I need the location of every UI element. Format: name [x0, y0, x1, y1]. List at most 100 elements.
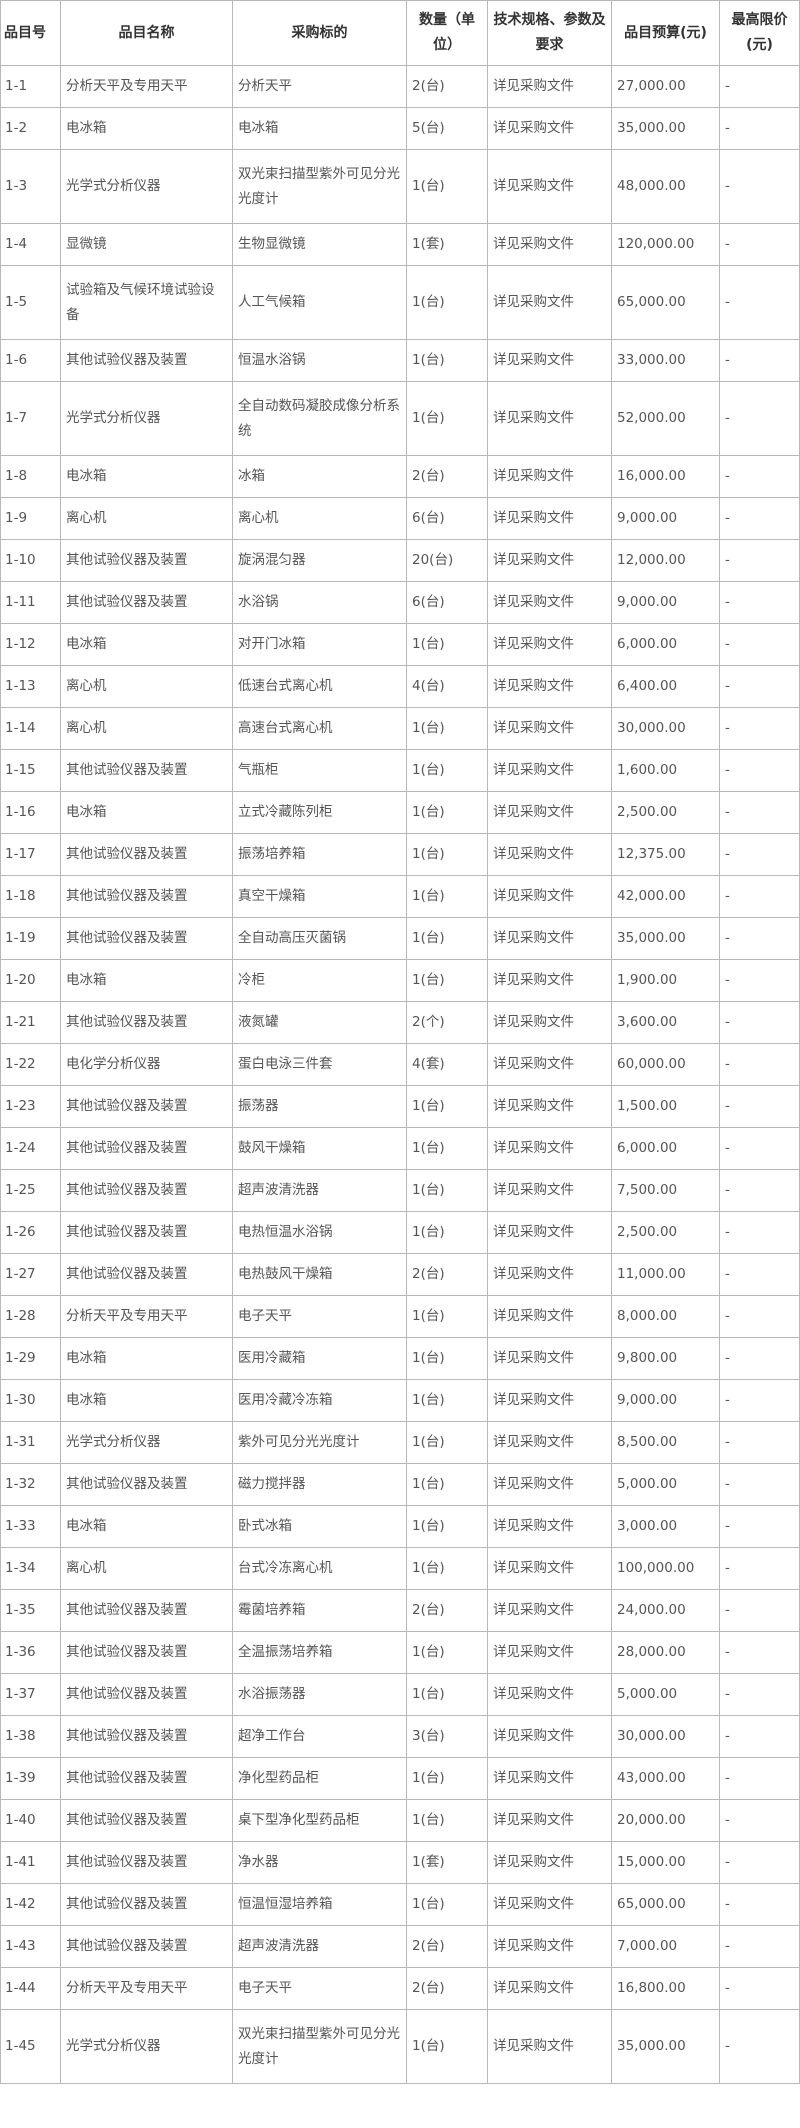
- table-row: 1-16 电冰箱 立式冷藏陈列柜 1(台) 详见采购文件 2,500.00-: [0, 791, 800, 834]
- cell-budget: 12,375.00: [611, 833, 720, 876]
- cell-quantity: 1(台): [406, 339, 488, 382]
- cell-budget: 3,000.00: [611, 1505, 720, 1548]
- cell-item-no: 1-1: [0, 65, 61, 108]
- cell-quantity: 6(台): [406, 581, 488, 624]
- table-row: 1-34 离心机 台式冷冻离心机 1(台) 详见采购文件 100,000.00-: [0, 1547, 800, 1590]
- cell-max-price: -: [719, 107, 800, 150]
- cell-max-price: -: [719, 833, 800, 876]
- cell-procurement-target: 恒温水浴锅: [232, 339, 407, 382]
- cell-max-price: -: [719, 65, 800, 108]
- cell-quantity: 1(套): [406, 223, 488, 266]
- cell-max-price: -: [719, 1673, 800, 1716]
- cell-item-name: 其他试验仪器及装置: [60, 339, 233, 382]
- cell-quantity: 1(台): [406, 381, 488, 456]
- cell-specs: 详见采购文件: [487, 1421, 612, 1464]
- cell-budget: 15,000.00: [611, 1841, 720, 1884]
- cell-quantity: 1(台): [406, 2009, 488, 2084]
- cell-max-price: -: [719, 539, 800, 582]
- cell-specs: 详见采购文件: [487, 1799, 612, 1842]
- cell-specs: 详见采购文件: [487, 1715, 612, 1758]
- cell-procurement-target: 霉菌培养箱: [232, 1589, 407, 1632]
- cell-procurement-target: 全自动高压灭菌锅: [232, 917, 407, 960]
- cell-specs: 详见采购文件: [487, 223, 612, 266]
- cell-item-no: 1-30: [0, 1379, 61, 1422]
- cell-budget: 28,000.00: [611, 1631, 720, 1674]
- cell-specs: 详见采购文件: [487, 917, 612, 960]
- cell-specs: 详见采购文件: [487, 1127, 612, 1170]
- cell-procurement-target: 超声波清洗器: [232, 1925, 407, 1968]
- cell-item-name: 电冰箱: [60, 1379, 233, 1422]
- cell-item-no: 1-17: [0, 833, 61, 876]
- cell-item-name: 其他试验仪器及装置: [60, 1127, 233, 1170]
- table-row: 1-41 其他试验仪器及装置 净水器 1(套) 详见采购文件 15,000.00-: [0, 1841, 800, 1884]
- cell-budget: 52,000.00: [611, 381, 720, 456]
- cell-item-name: 其他试验仪器及装置: [60, 1757, 233, 1800]
- cell-budget: 35,000.00: [611, 917, 720, 960]
- cell-budget: 7,500.00: [611, 1169, 720, 1212]
- cell-specs: 详见采购文件: [487, 265, 612, 340]
- header-item-no: 品目号: [0, 0, 61, 66]
- cell-max-price: -: [719, 749, 800, 792]
- cell-specs: 详见采购文件: [487, 381, 612, 456]
- header-specs: 技术规格、参数及要求: [487, 0, 612, 66]
- cell-budget: 9,000.00: [611, 581, 720, 624]
- table-row: 1-9 离心机 离心机 6(台) 详见采购文件 9,000.00-: [0, 497, 800, 540]
- cell-item-no: 1-45: [0, 2009, 61, 2084]
- cell-item-no: 1-28: [0, 1295, 61, 1338]
- cell-quantity: 1(台): [406, 1757, 488, 1800]
- cell-procurement-target: 低速台式离心机: [232, 665, 407, 708]
- cell-max-price: -: [719, 1925, 800, 1968]
- cell-specs: 详见采购文件: [487, 539, 612, 582]
- cell-procurement-target: 紫外可见分光光度计: [232, 1421, 407, 1464]
- cell-max-price: -: [719, 1967, 800, 2010]
- cell-budget: 20,000.00: [611, 1799, 720, 1842]
- cell-item-name: 光学式分析仪器: [60, 149, 233, 224]
- cell-quantity: 1(台): [406, 1547, 488, 1590]
- cell-budget: 11,000.00: [611, 1253, 720, 1296]
- cell-procurement-target: 电子天平: [232, 1967, 407, 2010]
- cell-item-name: 其他试验仪器及装置: [60, 917, 233, 960]
- cell-item-name: 电冰箱: [60, 959, 233, 1002]
- cell-quantity: 1(台): [406, 1631, 488, 1674]
- cell-item-name: 其他试验仪器及装置: [60, 833, 233, 876]
- cell-budget: 2,500.00: [611, 791, 720, 834]
- cell-quantity: 1(台): [406, 1421, 488, 1464]
- cell-budget: 30,000.00: [611, 1715, 720, 1758]
- header-item-name: 品目名称: [60, 0, 233, 66]
- cell-max-price: -: [719, 1295, 800, 1338]
- cell-quantity: 2(台): [406, 1925, 488, 1968]
- table-row: 1-37 其他试验仪器及装置 水浴振荡器 1(台) 详见采购文件 5,000.00-: [0, 1673, 800, 1716]
- cell-max-price: -: [719, 223, 800, 266]
- table-row: 1-8 电冰箱 冰箱 2(台) 详见采购文件 16,000.00-: [0, 455, 800, 498]
- cell-specs: 详见采购文件: [487, 1631, 612, 1674]
- cell-max-price: -: [719, 497, 800, 540]
- cell-item-name: 其他试验仪器及装置: [60, 1463, 233, 1506]
- cell-max-price: -: [719, 1841, 800, 1884]
- cell-quantity: 1(台): [406, 265, 488, 340]
- cell-item-no: 1-22: [0, 1043, 61, 1086]
- cell-specs: 详见采购文件: [487, 833, 612, 876]
- cell-quantity: 1(台): [406, 1379, 488, 1422]
- cell-max-price: -: [719, 1757, 800, 1800]
- cell-procurement-target: 医用冷藏冷冻箱: [232, 1379, 407, 1422]
- header-quantity: 数量（单位）: [406, 0, 488, 66]
- cell-specs: 详见采购文件: [487, 1001, 612, 1044]
- cell-budget: 35,000.00: [611, 2009, 720, 2084]
- cell-procurement-target: 双光束扫描型紫外可见分光光度计: [232, 2009, 407, 2084]
- cell-procurement-target: 冷柜: [232, 959, 407, 1002]
- cell-specs: 详见采购文件: [487, 455, 612, 498]
- cell-item-name: 其他试验仪器及装置: [60, 1085, 233, 1128]
- cell-specs: 详见采购文件: [487, 1841, 612, 1884]
- cell-procurement-target: 人工气候箱: [232, 265, 407, 340]
- cell-budget: 6,000.00: [611, 623, 720, 666]
- cell-quantity: 2(台): [406, 1253, 488, 1296]
- cell-item-name: 其他试验仪器及装置: [60, 1001, 233, 1044]
- cell-quantity: 1(台): [406, 1085, 488, 1128]
- cell-specs: 详见采购文件: [487, 1883, 612, 1926]
- cell-max-price: -: [719, 455, 800, 498]
- cell-item-no: 1-13: [0, 665, 61, 708]
- cell-quantity: 1(台): [406, 1673, 488, 1716]
- cell-item-name: 其他试验仪器及装置: [60, 1799, 233, 1842]
- cell-item-name: 试验箱及气候环境试验设备: [60, 265, 233, 340]
- cell-item-no: 1-35: [0, 1589, 61, 1632]
